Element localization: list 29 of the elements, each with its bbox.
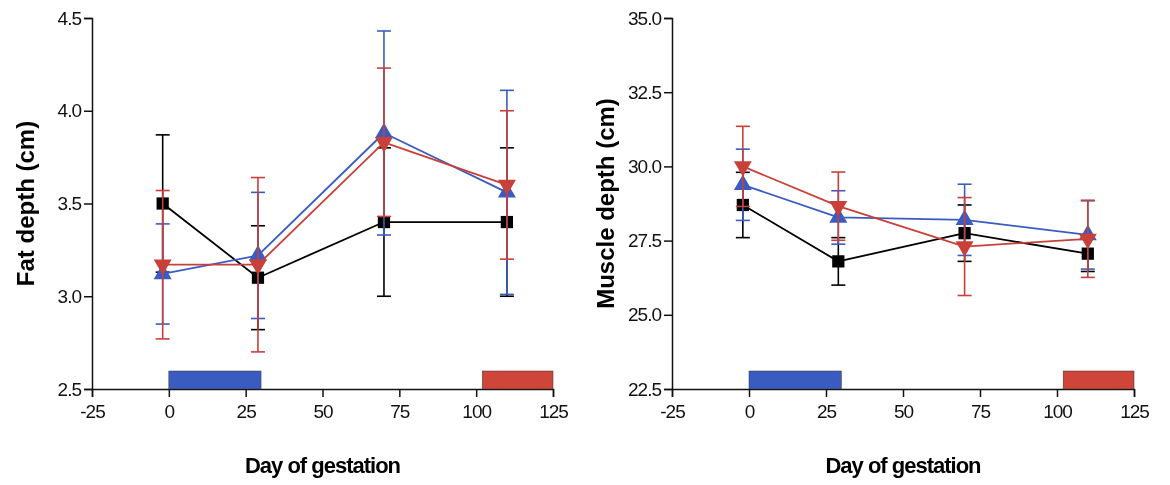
x-tick-label: 50: [313, 401, 333, 423]
x-tick-label: 25: [236, 401, 257, 423]
x-tick-label: 125: [539, 401, 569, 423]
y-tick-label: 3.0: [57, 285, 82, 307]
y-axis-title: Fat depth (cm): [12, 120, 39, 287]
y-axis-title: Muscle depth (cm): [592, 98, 619, 309]
x-axis-title: Day of gestation: [244, 453, 401, 478]
x-tick-label: 75: [970, 401, 991, 423]
y-tick-label: 35.0: [628, 7, 662, 29]
y-tick-label: 2.5: [57, 378, 82, 400]
y-tick-label: 4.5: [57, 7, 82, 29]
y-tick-label: 25.0: [628, 304, 662, 326]
y-tick-label: 30.0: [628, 155, 662, 177]
x-tick-label: 125: [1120, 401, 1150, 423]
y-tick-label: 4.0: [57, 100, 82, 122]
x-tick-label: 0: [744, 401, 755, 423]
x-tick-label: 75: [390, 401, 410, 423]
x-tick-label: -25: [80, 401, 106, 423]
x-tick-label: 0: [164, 401, 175, 423]
y-tick-label: 22.5: [628, 378, 662, 400]
x-tick-label: 25: [816, 401, 837, 423]
y-tick-label: 32.5: [628, 81, 662, 103]
x-tick-label: -25: [660, 401, 686, 423]
y-tick-label: 3.5: [57, 193, 82, 215]
y-tick-label: 27.5: [628, 230, 662, 252]
x-axis-title: Day of gestation: [825, 453, 982, 478]
x-tick-label: 100: [1043, 401, 1073, 423]
x-tick-label: 50: [893, 401, 914, 423]
x-tick-label: 100: [462, 401, 492, 423]
